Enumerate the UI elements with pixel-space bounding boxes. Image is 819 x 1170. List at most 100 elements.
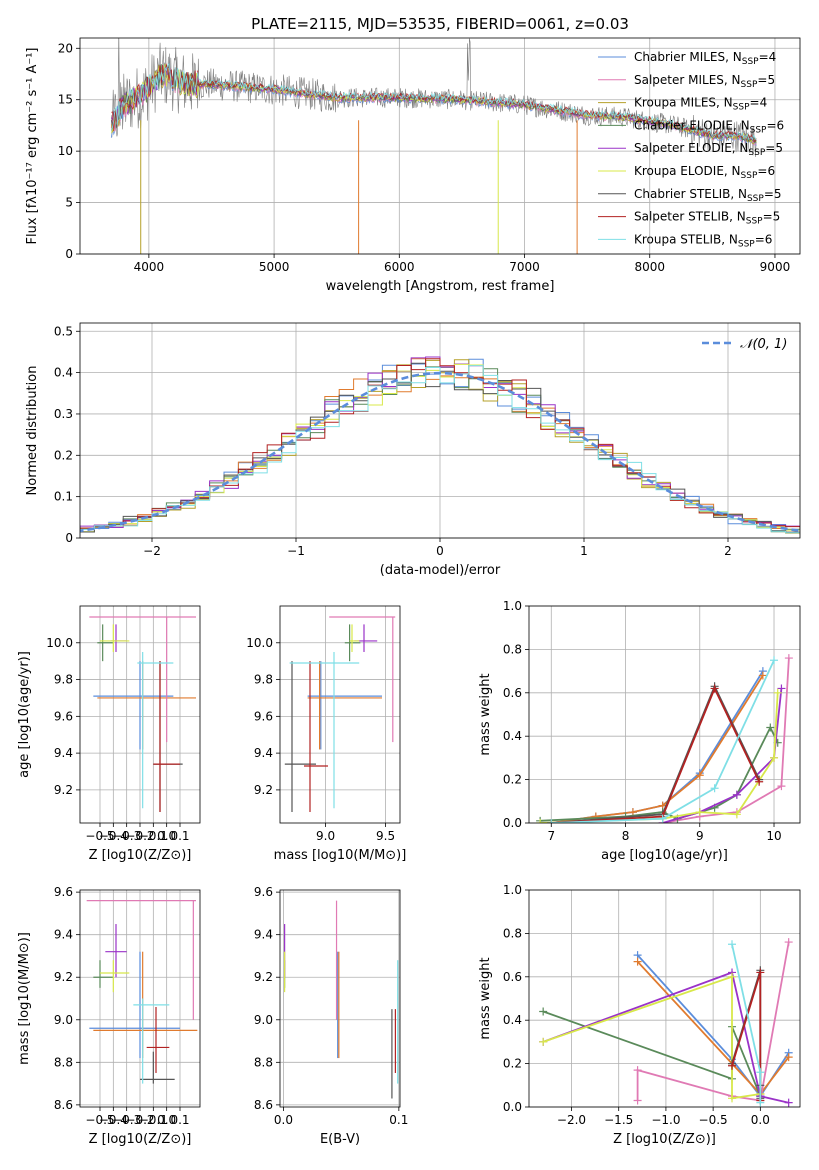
weight-line-pink	[662, 658, 790, 823]
tick-label-y: 8.8	[254, 1055, 273, 1069]
legend-label: Salpeter MILES, NSSP=5	[634, 73, 775, 90]
axis-label-x: Z [log10(Z/Z⊙)]	[613, 1132, 716, 1147]
tick-label-y: 20	[58, 41, 73, 55]
weight-line-cyan	[551, 659, 775, 823]
tick-label-y: 9.8	[254, 673, 273, 687]
axis-label-x: (data-model)/error	[380, 563, 501, 578]
weight-marker-red	[756, 968, 765, 977]
tick-label-y: 1.0	[503, 599, 522, 613]
weight-marker-yellow	[728, 1094, 737, 1103]
tick-label-x: −0.5	[699, 1113, 728, 1127]
axes-frame	[79, 605, 201, 824]
weight-marker-pink	[777, 782, 786, 791]
ticks: −0.5−0.4−0.3−0.2−0.10.00.1 8.6 8.8 9.0 9.2 9.…	[54, 885, 190, 1127]
tick-label-x: 5000	[259, 260, 290, 274]
legend-label-pre: Kroupa STELIB, N	[634, 232, 738, 246]
tick-label-x: −0.1	[139, 829, 168, 843]
residual-histogram-panel: −2 −1 0 1 2 0 0.1 0.2 0.3 0.4 0.5 (data-model)/erro…	[25, 322, 801, 578]
tick-label-x: −0.1	[139, 1113, 168, 1127]
tick-label-x: 9	[696, 829, 704, 843]
legend-label-pre: Salpeter STELIB, N	[634, 210, 746, 224]
tick-label-y: 0.0	[503, 816, 522, 830]
plot-area	[284, 616, 396, 812]
axis-label-y: mass [log10(M/M⊙)]	[17, 932, 32, 1065]
legend-label-post: =4	[750, 96, 768, 110]
plot-area	[89, 616, 196, 812]
grid	[529, 889, 800, 1108]
grid	[529, 605, 800, 824]
weight-marker-purple	[777, 684, 786, 693]
legend-label-sub: SSP	[738, 239, 755, 249]
weight-marker-yellow	[539, 1037, 548, 1046]
tick-label-y: 0.1	[54, 490, 73, 504]
tick-label-x: −1.0	[651, 1113, 680, 1127]
tick-label-y: 9.2	[54, 783, 73, 797]
legend-label-sub: SSP	[741, 80, 758, 90]
legend-label-post: =5	[763, 210, 781, 224]
z-vs-mass-panel: −0.5−0.4−0.3−0.2−0.10.00.1 8.6 8.8 9.0 9.2 9.…	[17, 885, 201, 1147]
plot-area	[539, 938, 793, 1107]
model-spectrum-cyan	[110, 62, 757, 141]
tick-label-y: 9.4	[54, 928, 73, 942]
axes-frame	[528, 889, 801, 1108]
grid	[80, 890, 200, 1107]
legend-label: Chabrier STELIB, NSSP=5	[634, 187, 782, 204]
weight-marker-pink	[633, 1096, 642, 1105]
legend-label-pre: Chabrier MILES, N	[634, 50, 742, 64]
legend-label-post: =4	[759, 50, 777, 64]
grid	[280, 606, 400, 823]
axes-frame	[79, 322, 801, 539]
weight-marker-cyan	[728, 940, 737, 949]
weight-marker-yellow	[770, 753, 779, 762]
tick-label-y: 0.2	[54, 448, 73, 462]
axis-label-y: age [log10(age/yr)]	[17, 651, 32, 778]
tick-label-y: 0.8	[503, 642, 522, 656]
weight-line-yellow	[542, 975, 761, 1100]
legend-label: Kroupa STELIB, NSSP=6	[634, 232, 772, 249]
legend-label-sub: SSP	[750, 125, 767, 135]
legend-label-pre: Chabrier ELODIE, N	[634, 118, 750, 132]
axes-frame	[79, 889, 201, 1108]
legend-label-sub: SSP	[747, 194, 764, 204]
weight-marker-yellow	[728, 972, 737, 981]
legend-label-sub: SSP	[741, 171, 758, 181]
tick-label-y: 10	[58, 144, 73, 158]
tick-label-y: 0.4	[503, 1013, 522, 1027]
legend-label-sub: SSP	[733, 103, 750, 113]
weight-marker-orange	[784, 1053, 793, 1062]
data-spectrum-line	[111, 38, 757, 158]
weight-marker-orange	[633, 957, 642, 966]
tick-label-y: 15	[58, 93, 73, 107]
figure-title: PLATE=2115, MJD=53535, FIBERID=0061, z=0…	[251, 15, 629, 33]
tick-label-x: 9.0	[316, 829, 335, 843]
tick-label-y: 9.6	[254, 885, 273, 899]
tick-label-x: −2	[143, 544, 161, 558]
tick-label-y: 9.8	[54, 673, 73, 687]
tick-label-y: 0	[65, 247, 73, 261]
legend-label-pre: Salpeter MILES, N	[634, 73, 741, 87]
legend-label-post: =6	[757, 164, 775, 178]
tick-label-y: 8.8	[54, 1055, 73, 1069]
weight-line-gray	[551, 684, 761, 823]
tick-label-y: 0.4	[503, 729, 522, 743]
plot-area	[110, 38, 757, 254]
tick-label-x: 0.1	[170, 829, 189, 843]
tick-label-y: 9.4	[54, 746, 73, 760]
legend-label: Kroupa ELODIE, NSSP=6	[634, 164, 775, 181]
axes-frame	[528, 605, 801, 824]
tick-label-x: 7000	[509, 260, 540, 274]
axis-label-x: E(B-V)	[320, 1132, 360, 1147]
plot-area	[536, 654, 793, 823]
tick-label-y: 9.0	[254, 1013, 273, 1027]
tick-label-x: 9000	[760, 260, 791, 274]
weight-line-purple	[542, 971, 789, 1104]
weight-marker-pink	[784, 654, 793, 663]
legend-label-pre: Kroupa ELODIE, N	[634, 164, 741, 178]
tick-label-y: 1.0	[503, 883, 522, 897]
z-vs-weight-panel: −2.0 −1.5 −1.0 −0.5 0.0 0.0 0.2 0.4 0.6 0.8 1.0 Z […	[478, 883, 801, 1147]
ticks: −2 −1 0 1 2 0 0.1 0.2 0.3 0.4 0.5	[54, 324, 732, 558]
tick-label-y: 0.5	[54, 324, 73, 338]
legend-label: Chabrier MILES, NSSP=4	[634, 50, 776, 67]
tick-label-x: 0.0	[751, 1113, 770, 1127]
